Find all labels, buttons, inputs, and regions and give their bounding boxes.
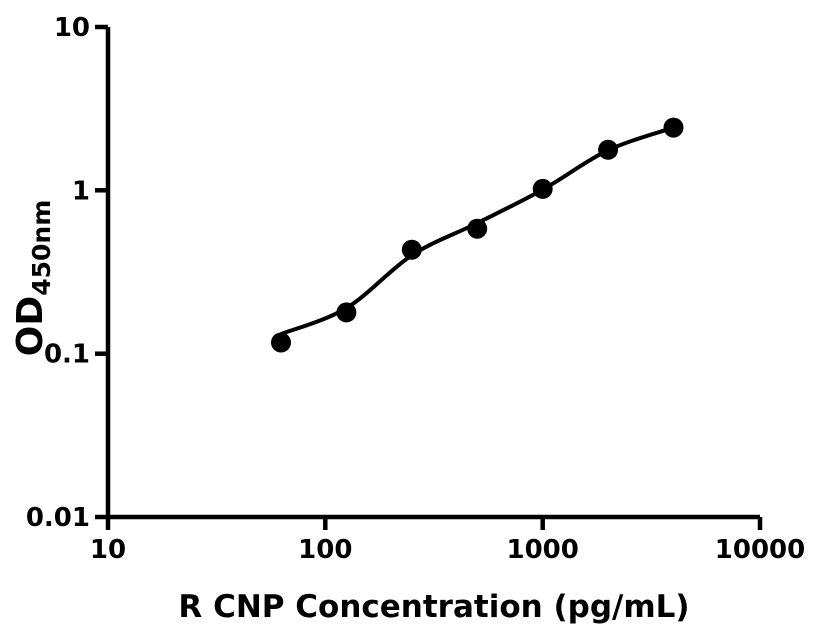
- y-axis-title: OD450nm: [10, 200, 56, 357]
- x-axis-title: R CNP Concentration (pg/mL): [178, 589, 689, 625]
- y-axis-title-main: OD: [10, 296, 51, 357]
- y-tick-label: 10: [54, 13, 90, 43]
- y-tick-label: 1: [72, 176, 90, 206]
- x-tick-label: 10000: [715, 535, 805, 565]
- data-point: [467, 218, 488, 239]
- data-point: [271, 332, 291, 353]
- x-tick-label: 10: [90, 535, 126, 565]
- data-point: [401, 239, 422, 260]
- y-axis-title-subscript: 450nm: [27, 200, 56, 296]
- data-points: [271, 117, 684, 353]
- data-point: [336, 302, 357, 323]
- data-point: [598, 139, 619, 160]
- data-point: [663, 117, 684, 138]
- data-point: [532, 178, 553, 199]
- y-tick-label: 0.1: [44, 340, 90, 370]
- y-tick-label: 0.01: [26, 503, 90, 533]
- x-tick-label: 100: [298, 535, 352, 565]
- x-tick-label: 1000: [507, 535, 579, 565]
- axes: 10 100 1000 10000 10 1 0.1 0.01: [26, 13, 805, 565]
